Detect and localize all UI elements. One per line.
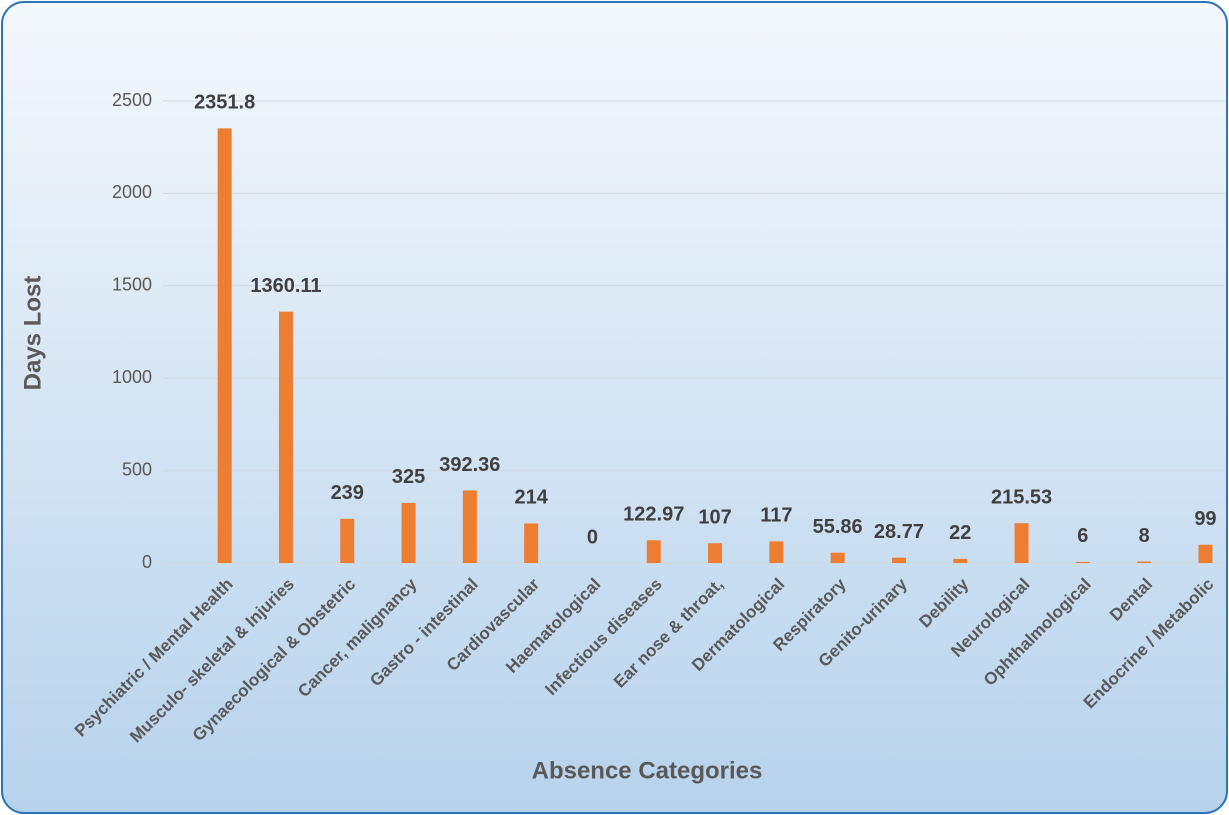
y-tick-label: 0 <box>142 552 152 572</box>
bar <box>217 128 232 563</box>
data-label: 325 <box>392 466 425 488</box>
data-label: 392.36 <box>439 454 500 476</box>
data-label: 215.53 <box>991 486 1052 508</box>
bar <box>278 311 293 563</box>
bar <box>340 518 355 563</box>
bar <box>1075 561 1090 563</box>
data-label: 122.97 <box>623 504 684 526</box>
bar <box>646 540 661 563</box>
data-label: 214 <box>514 487 548 509</box>
bar <box>401 502 416 563</box>
y-tick-label: 1500 <box>112 275 152 295</box>
data-label: 55.86 <box>813 516 863 538</box>
data-label: 99 <box>1194 508 1216 530</box>
bar <box>769 541 784 563</box>
bar <box>830 552 845 563</box>
bar <box>524 523 539 563</box>
bar <box>891 557 906 563</box>
y-tick-label: 2000 <box>112 182 152 202</box>
y-tick-label: 500 <box>122 459 152 479</box>
data-label: 0 <box>587 526 598 548</box>
data-label: 8 <box>1139 525 1150 547</box>
data-label: 22 <box>949 522 971 544</box>
bar <box>953 558 968 563</box>
y-axis-title: Days Lost <box>19 276 46 391</box>
data-label: 28.77 <box>874 521 924 543</box>
y-tick-label: 2500 <box>112 90 152 110</box>
y-tick-label: 1000 <box>112 367 152 387</box>
x-axis-title: Absence Categories <box>532 757 763 784</box>
bar <box>1137 561 1152 563</box>
bar <box>1014 523 1029 563</box>
data-label: 107 <box>698 507 731 529</box>
data-label: 1360.11 <box>250 275 321 297</box>
data-label: 6 <box>1077 525 1088 547</box>
data-label: 239 <box>331 482 364 504</box>
bar <box>708 543 723 563</box>
bar <box>1198 544 1213 563</box>
bar <box>462 490 477 563</box>
data-label: 2351.8 <box>194 92 255 114</box>
data-label: 117 <box>760 505 792 527</box>
